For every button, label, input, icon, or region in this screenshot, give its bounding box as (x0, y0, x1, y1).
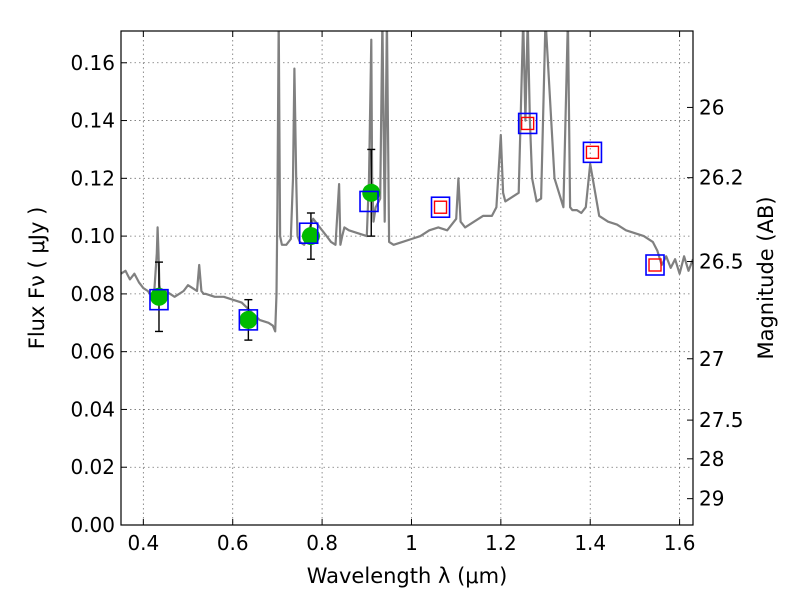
observed-flux-point (149, 287, 168, 306)
model-flux-square (645, 254, 665, 276)
y2-axis-title: Magnitude (AB) (754, 196, 778, 359)
y2-tick-label: 26.2 (699, 166, 744, 190)
y2-tick-label: 27.5 (699, 408, 744, 432)
model-flux-square-small (520, 116, 535, 131)
y2-tick-label: 28 (699, 447, 724, 471)
y-tick-label: 0.04 (70, 397, 115, 421)
y2-tick-label: 29 (699, 487, 724, 511)
observed-flux-point (362, 183, 381, 202)
y2-tick-label: 26 (699, 95, 724, 119)
y-tick-label: 0.10 (70, 224, 115, 248)
y-tick-label: 0.06 (70, 340, 115, 364)
model-flux-square (238, 309, 259, 331)
x-tick-label: 0.6 (217, 531, 249, 555)
x-tick-label: 0.4 (127, 531, 159, 555)
y-tick-label: 0.08 (70, 282, 115, 306)
model-flux-square-small (648, 258, 662, 272)
observed-flux-point (239, 310, 258, 329)
x-tick-label: 0.8 (306, 531, 338, 555)
y-tick-label: 0.12 (70, 166, 115, 190)
y-tick-label: 0.00 (70, 513, 115, 537)
x-tick-label: 1 (405, 531, 418, 555)
y2-tick-label: 26.5 (699, 250, 744, 274)
x-axis-title: Wavelength λ (μm) (307, 564, 508, 588)
model-flux-square-small (585, 145, 600, 160)
plot-frame (120, 30, 694, 526)
x-tick-label: 1.6 (664, 531, 696, 555)
spectrum-line (121, 31, 693, 333)
y-axis-title: Flux Fν ( μJy ) (25, 207, 49, 350)
y-tick-label: 0.02 (70, 455, 115, 479)
x-tick-label: 1.4 (574, 531, 606, 555)
observed-flux-point (301, 227, 320, 246)
model-flux-square (298, 222, 319, 245)
model-flux-square (149, 288, 169, 311)
model-flux-square-small (433, 200, 448, 214)
model-flux-square (430, 196, 451, 219)
y-tick-label: 0.16 (70, 51, 115, 75)
y-tick-label: 0.14 (70, 109, 115, 133)
model-flux-square (582, 141, 603, 164)
axes: 0.4 0.6 0.8 1 1.2 1.4 1.6 0.00 0.02 0.04 0.06 0.08 0… (70, 31, 744, 555)
x-tick-label: 1.2 (485, 531, 517, 555)
model-flux-square (517, 112, 538, 135)
model-flux-square (359, 190, 379, 213)
plot-area (121, 31, 693, 341)
y2-tick-label: 27 (699, 347, 724, 371)
